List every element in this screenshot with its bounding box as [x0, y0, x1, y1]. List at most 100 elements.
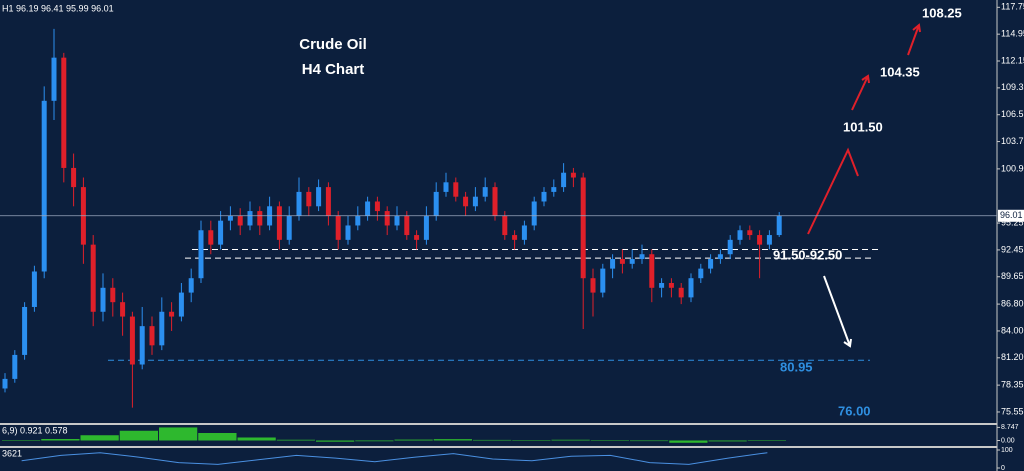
macd-bar — [394, 439, 433, 441]
candle-body — [561, 172, 567, 188]
candle-body — [659, 283, 665, 288]
panel-label: 6,9) 0.921 0.578 — [2, 425, 68, 435]
candle-body — [41, 100, 47, 272]
candle-body — [227, 215, 233, 221]
y-tick-label: 114.95 — [1001, 29, 1024, 39]
header: H1 96.19 96.41 95.99 96.01 — [2, 3, 114, 13]
candle-body — [414, 235, 420, 240]
candle-body — [668, 283, 674, 288]
annotation: 80.95 — [780, 359, 813, 374]
chart-title: Crude Oil — [299, 36, 367, 53]
candle-body — [443, 182, 449, 192]
candle-body — [453, 182, 459, 197]
macd-bar — [355, 440, 394, 442]
annotation: 76.00 — [838, 403, 871, 418]
annotation: 108.25 — [922, 5, 962, 20]
y-tick-label: 100 — [1001, 447, 1013, 454]
candle-body — [306, 191, 312, 207]
macd-bar — [119, 430, 158, 441]
candle-body — [374, 201, 380, 212]
y-tick-label: 0 — [1001, 465, 1005, 471]
macd-bar — [630, 440, 669, 442]
candle-body — [159, 311, 165, 346]
candle-body — [384, 211, 390, 226]
y-tick-label: 78.35 — [1001, 379, 1024, 389]
arrows — [807, 23, 921, 235]
candle-body — [345, 225, 351, 240]
candle-body — [100, 287, 106, 312]
candle-body — [776, 215, 782, 236]
y-tick-label: 92.45 — [1001, 244, 1024, 254]
y-tick-label: 81.20 — [1001, 352, 1024, 362]
arrow — [851, 74, 870, 111]
panel-label: 3621 — [2, 448, 22, 458]
candle-body — [717, 254, 723, 260]
arrow — [823, 275, 852, 348]
candle-body — [51, 57, 57, 101]
candle-body — [169, 311, 175, 317]
macd-bar — [276, 439, 315, 441]
arrow — [807, 147, 859, 235]
candle-body — [218, 220, 224, 245]
candle-body — [698, 268, 704, 279]
candle-body — [551, 187, 557, 192]
candle-body — [355, 215, 361, 226]
candle-body — [149, 326, 155, 346]
candle-body — [286, 215, 292, 240]
candle-body — [208, 230, 214, 245]
candle-body — [463, 196, 469, 207]
y-tick-label: 0.00 — [1001, 437, 1015, 444]
macd-bar — [473, 439, 512, 441]
candle-body — [90, 244, 96, 312]
candle-body — [129, 316, 135, 365]
current-price-box — [998, 209, 1024, 222]
candle-body — [120, 302, 126, 317]
candle-body — [178, 292, 184, 317]
arrow — [907, 23, 921, 56]
y-tick-label: 8.747 — [1001, 424, 1019, 431]
chart-subtitle: H4 Chart — [302, 61, 365, 78]
candle-body — [22, 306, 28, 355]
candle-body — [482, 187, 488, 197]
annotation: 91.50-92.50 — [773, 247, 842, 262]
macd-bar — [159, 427, 198, 441]
y-tick-label: 100.90 — [1001, 163, 1024, 173]
current-price-label: 96.01 — [1000, 210, 1023, 220]
macd-bar — [198, 433, 237, 441]
annotation: 101.50 — [843, 119, 883, 134]
y-tick-label: 109.35 — [1001, 82, 1024, 92]
y-tick-label: 112.15 — [1001, 55, 1024, 65]
candle-body — [590, 278, 596, 293]
candle-body — [247, 211, 253, 226]
candle-body — [110, 287, 116, 303]
candle-body — [619, 259, 625, 264]
macd-bar — [80, 435, 119, 441]
candle-body — [600, 268, 606, 293]
candle-body — [139, 326, 145, 365]
candle-body — [639, 254, 645, 260]
candle-body — [737, 230, 743, 240]
candle-body — [325, 187, 331, 216]
candle-body — [404, 215, 410, 236]
candle-body — [61, 57, 67, 168]
candle-body — [766, 235, 772, 245]
candle-body — [316, 187, 322, 207]
candle-body — [472, 196, 478, 207]
macd-bar — [41, 439, 80, 441]
candle-body — [688, 278, 694, 298]
candle-body — [531, 201, 537, 226]
y-tick-label: 106.55 — [1001, 109, 1024, 119]
candle-body — [276, 206, 282, 240]
candle-body — [570, 172, 576, 178]
candle-body — [747, 230, 753, 236]
annotation: 104.35 — [880, 64, 920, 79]
macd-bar — [708, 440, 747, 442]
candle-body — [188, 278, 194, 293]
candle-body — [237, 215, 243, 226]
candle-body — [541, 191, 547, 202]
candle-body — [423, 215, 429, 240]
oscillator-line — [21, 452, 768, 465]
candle-body — [71, 167, 77, 188]
